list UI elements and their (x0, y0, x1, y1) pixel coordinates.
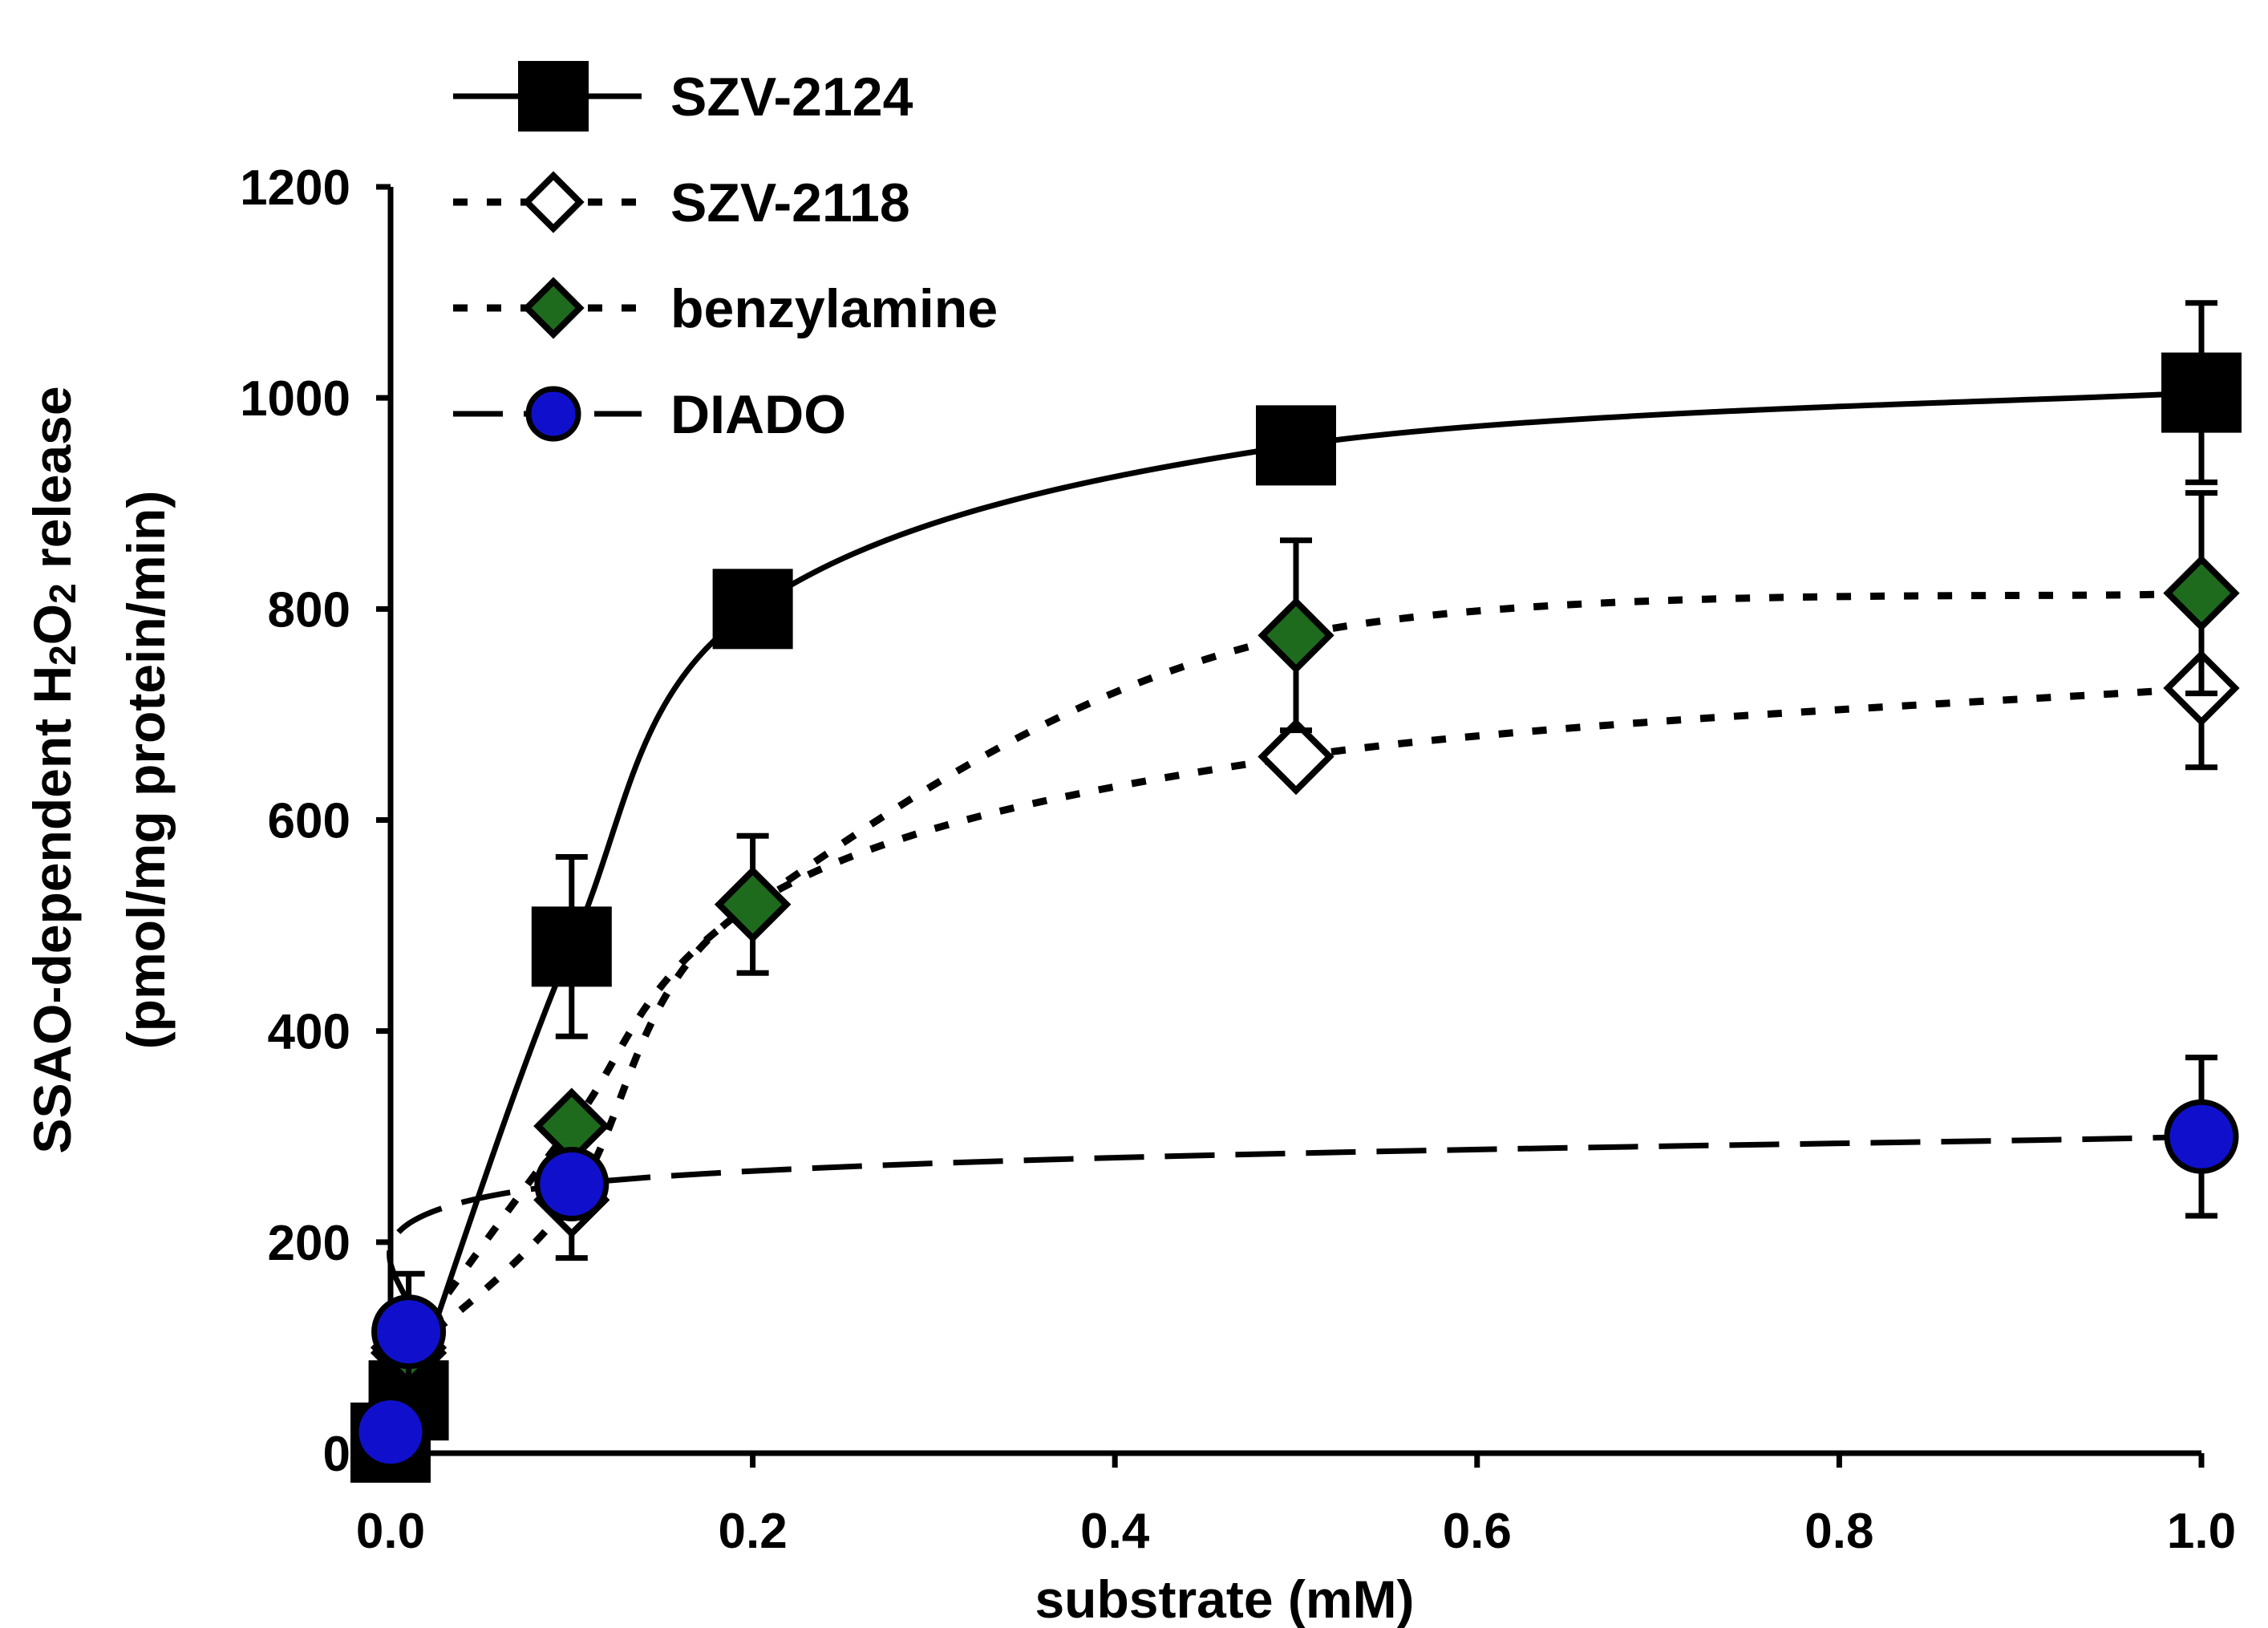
y-tick-label: 1000 (240, 371, 350, 427)
series-benzylamine (370, 490, 2240, 1387)
y-axis-title-part: O (22, 604, 82, 645)
x-tick-label: 0.8 (1804, 1504, 1873, 1559)
series-diado (353, 1055, 2239, 1470)
legend-marker (525, 386, 581, 442)
data-point (2161, 352, 2242, 433)
x-axis-title: substrate (mM) (1035, 1569, 1414, 1628)
y-tick-label: 0 (323, 1427, 350, 1482)
legend-label: benzylamine (670, 278, 998, 339)
data-point (714, 866, 792, 943)
data-point (1258, 718, 1334, 796)
x-tick-label: 1.0 (2167, 1504, 2236, 1559)
legend-label: SZV-2118 (670, 172, 910, 233)
legend-marker (522, 277, 585, 339)
series-layer (350, 300, 2242, 1483)
legend-marker (518, 61, 589, 132)
series-szv-2124 (350, 300, 2242, 1483)
y-axis-title-part: SSAO-dependent H (22, 666, 82, 1154)
series-line (387, 1133, 2202, 1433)
data-point (531, 906, 612, 987)
x-tick-label: 0.2 (718, 1504, 787, 1559)
y-tick-label: 800 (268, 582, 350, 638)
legend-item-szv-2124: SZV-2124 (453, 61, 913, 132)
axes: 0 200 400 600 800 1000 1200 0.0 0.2 0.4 0.6 0.8 1.0 (240, 160, 2236, 1559)
legend-label: SZV-2124 (670, 67, 913, 128)
y-axis-title-part: 2 (42, 645, 83, 666)
x-tick-label: 0.0 (356, 1504, 425, 1559)
x-tick-label: 0.6 (1443, 1504, 1512, 1559)
y-axis-title-line1: SSAO-dependent H2O2 release (22, 386, 83, 1153)
legend: SZV-2124 SZV-2118 benzylamine DIADO (453, 61, 998, 445)
data-point (712, 569, 793, 650)
data-point (2164, 1099, 2239, 1174)
legend-item-benzylamine: benzylamine (453, 277, 998, 339)
data-point (1258, 597, 1334, 674)
data-point (2163, 554, 2240, 632)
legend-item-diado: DIADO (453, 384, 846, 445)
y-axis-title-part: release (22, 386, 82, 583)
y-tick-label: 1200 (240, 160, 350, 216)
data-point (353, 1395, 428, 1470)
y-tick-label: 400 (268, 1005, 350, 1060)
y-axis-title-part: 2 (42, 583, 83, 604)
legend-label: DIADO (670, 384, 846, 445)
legend-item-szv-2118: SZV-2118 (453, 171, 910, 233)
legend-marker (522, 171, 585, 233)
x-tick-label: 0.4 (1080, 1504, 1150, 1559)
y-axis-title-line2: (pmol/mg protein/min) (116, 491, 176, 1050)
y-tick-label: 600 (268, 794, 350, 849)
y-tick-label: 200 (268, 1216, 350, 1271)
series-line (405, 589, 2202, 1351)
data-point (534, 1146, 610, 1221)
data-point (371, 1294, 447, 1370)
data-point (1256, 405, 1336, 486)
series-line (406, 684, 2202, 1356)
